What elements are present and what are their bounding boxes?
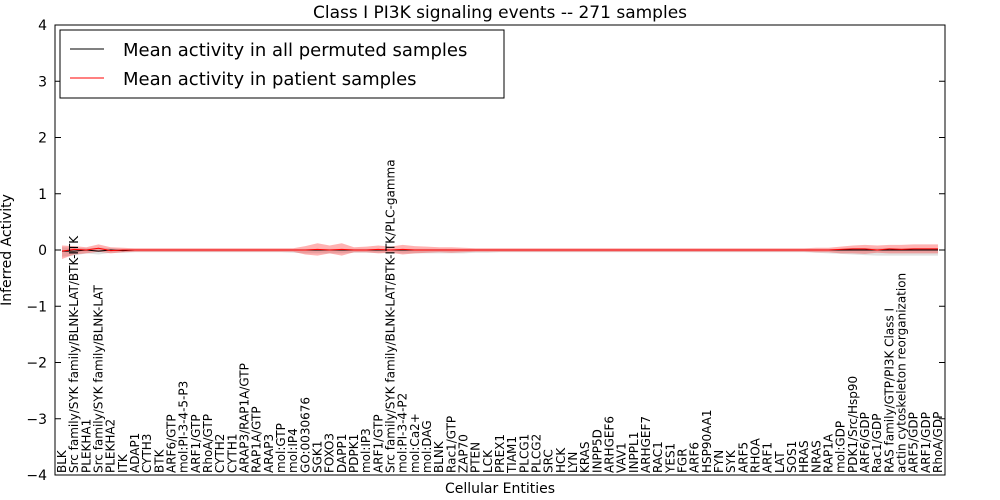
y-axis-ticks: −4 −3 −2 −1 0 1 2 3 4 xyxy=(26,18,945,484)
x-tick-label: TIAM1 xyxy=(505,436,519,474)
x-tick-label: CYTH2 xyxy=(213,434,227,474)
x-tick-label: HSP90AA1 xyxy=(700,409,714,473)
x-tick-label: PDPK1 xyxy=(347,434,361,473)
x-tick-label: INPP5D xyxy=(590,429,604,473)
y-axis-label: Inferred Activity xyxy=(0,194,15,306)
x-tick-label: NRAS xyxy=(809,440,823,473)
x-tick-label: Src family/SYK family/BLNK-LAT/BTK-ITK xyxy=(67,235,81,473)
x-tick-label: BLK xyxy=(55,449,69,473)
x-tick-label: Src family/SYK family/BLNK-LAT/BTK-ITK/P… xyxy=(384,159,398,473)
x-tick-label: mol:IP3 xyxy=(359,428,373,473)
x-tick-label: GO:0030676 xyxy=(298,397,312,473)
x-tick-label: YES1 xyxy=(663,443,677,474)
x-tick-label: ITK xyxy=(116,453,130,473)
legend: Mean activity in all permuted samples Me… xyxy=(59,29,505,99)
y-tick-label: −2 xyxy=(26,356,47,372)
x-tick-label: RAP1A/GTP xyxy=(250,406,264,473)
x-tick-label: HRAS xyxy=(797,440,811,473)
x-tick-label: RhoA/GDP xyxy=(931,412,945,473)
x-tick-label: PLCG2 xyxy=(530,434,544,473)
x-tick-label: SYK xyxy=(724,449,738,473)
y-tick-label: −4 xyxy=(26,468,47,484)
x-tick-label: ARF6 xyxy=(688,442,702,473)
x-tick-label: LYN xyxy=(566,452,580,473)
x-tick-label: INPPL1 xyxy=(627,432,641,473)
x-tick-label: DAPP1 xyxy=(335,434,349,473)
y-tick-label: 4 xyxy=(38,18,47,34)
x-tick-label: PTEN xyxy=(469,442,483,473)
x-tick-label: mol:IP4 xyxy=(286,428,300,473)
x-tick-label: mol:GTP xyxy=(274,423,288,473)
x-tick-label: PLEKHA2 xyxy=(104,419,118,473)
x-tick-label: RAC1 xyxy=(651,441,665,473)
x-tick-label: ARHGEF7 xyxy=(639,416,653,473)
x-tick-label: ADAP1 xyxy=(128,433,142,473)
x-tick-label: FOXO3 xyxy=(323,433,337,473)
line-patient-samples xyxy=(61,247,938,252)
legend-permuted-label: Mean activity in all permuted samples xyxy=(123,40,467,61)
y-tick-label: 0 xyxy=(38,243,47,259)
x-tick-label: actin cytoskeleton reorganization xyxy=(895,273,909,473)
x-tick-label: ARF6/GDP xyxy=(858,412,872,473)
x-tick-label: PREX1 xyxy=(493,434,507,473)
x-tick-label: ARF6/GTP xyxy=(165,414,179,473)
x-tick-label: CYTH3 xyxy=(140,434,154,474)
x-tick-label: SRC xyxy=(542,449,556,473)
x-tick-label: ARAP3/RAP1A/GTP xyxy=(238,363,252,473)
x-tick-label: ARAP3 xyxy=(262,434,276,473)
x-tick-label: PLCG1 xyxy=(517,434,531,473)
x-tick-label: SGK1 xyxy=(311,441,325,473)
x-tick-label: Src family/SYK family/BLNK-LAT xyxy=(92,284,106,473)
x-tick-label: Rac1/GTP xyxy=(444,416,458,473)
x-tick-label: ARF1/GTP xyxy=(189,414,203,473)
x-tick-label: ARF1/GTP xyxy=(371,414,385,473)
y-tick-label: 2 xyxy=(38,131,47,147)
x-tick-label: RhoA/GTP xyxy=(201,414,215,473)
x-tick-label: ARHGEF6 xyxy=(603,416,617,473)
y-tick-label: 3 xyxy=(38,74,47,90)
series-lines xyxy=(61,247,938,252)
x-tick-label: CYTH1 xyxy=(225,433,239,473)
x-tick-label: FYN xyxy=(712,450,726,473)
x-tick-label: mol:GDP xyxy=(834,421,848,473)
x-tick-label: LAT xyxy=(773,451,787,473)
y-tick-label: −3 xyxy=(26,412,47,428)
x-tick-label: ARF1/GDP xyxy=(919,412,933,473)
x-tick-label: RHOA xyxy=(749,437,763,473)
x-tick-label: SOS1 xyxy=(785,441,799,473)
x-tick-label: PLEKHA1 xyxy=(79,419,93,473)
x-tick-label: ZAP70 xyxy=(457,434,471,473)
band-patient-samples xyxy=(62,243,938,259)
chart-title: Class I PI3K signaling events -- 271 sam… xyxy=(313,3,687,23)
x-tick-label: mol:DAG xyxy=(420,420,434,473)
x-tick-label: PDK1/Src/Hsp90 xyxy=(846,376,860,473)
confidence-bands xyxy=(62,243,938,259)
x-tick-label: ARF5/GDP xyxy=(907,412,921,473)
x-axis-label: Cellular Entities xyxy=(445,481,555,497)
legend-patient-label: Mean activity in patient samples xyxy=(123,69,417,90)
y-tick-label: 1 xyxy=(38,187,47,203)
x-tick-label: VAV1 xyxy=(615,442,629,473)
x-tick-label: LCK xyxy=(481,449,495,473)
x-tick-label: mol:PI-3-4-5-P3 xyxy=(177,381,191,473)
x-tick-label: mol:Ca2+ xyxy=(408,413,422,473)
x-tick-label: BLNK xyxy=(432,440,446,473)
x-tick-label: Rac1/GDP xyxy=(870,414,884,473)
x-tick-label: FGR xyxy=(676,448,690,473)
x-tick-label: ARF5 xyxy=(736,442,750,473)
x-tick-label: BTK xyxy=(152,448,166,473)
x-tick-label: RAS family/GTP/PI3K Class I xyxy=(882,308,896,473)
x-tick-label: RAP1A xyxy=(822,433,836,473)
legend-box xyxy=(59,29,505,99)
x-tick-label: ARF1 xyxy=(761,442,775,473)
y-tick-label: −1 xyxy=(26,299,47,315)
x-tick-label: KRAS xyxy=(578,441,592,473)
x-tick-label: mol:PI-3-4-P2 xyxy=(396,393,410,473)
x-tick-label: HCK xyxy=(554,447,568,473)
